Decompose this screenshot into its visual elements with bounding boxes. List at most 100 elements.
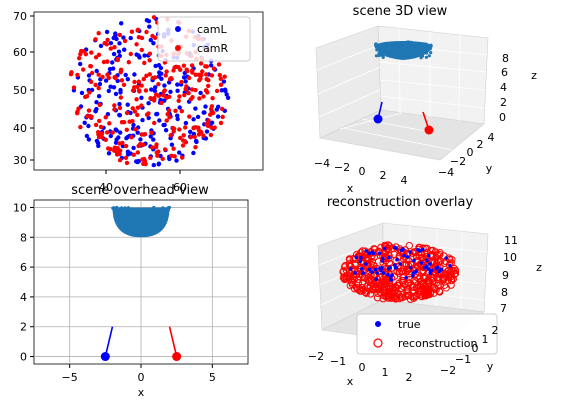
point-true bbox=[361, 271, 366, 275]
point-true bbox=[387, 255, 391, 260]
chart-title: reconstruction overlay bbox=[327, 195, 474, 210]
point-camR bbox=[101, 59, 107, 65]
point-true bbox=[411, 271, 416, 275]
point-camL bbox=[111, 51, 117, 57]
x-axis-label: x bbox=[347, 182, 354, 195]
point-reconstruction bbox=[416, 281, 424, 290]
point-camR bbox=[186, 90, 191, 96]
point-camL bbox=[224, 92, 229, 97]
point-camL bbox=[153, 85, 158, 90]
point-true bbox=[393, 266, 398, 270]
tick-label: 4 bbox=[500, 81, 507, 94]
point-camR bbox=[124, 127, 129, 132]
point-camR bbox=[144, 73, 149, 79]
scene-point bbox=[418, 53, 422, 57]
point-reconstruction bbox=[350, 275, 358, 284]
point-camL bbox=[113, 140, 119, 145]
point-camR bbox=[212, 125, 217, 130]
point-camL bbox=[79, 90, 85, 96]
panel-scene-overhead: scene overhead view 0 2 4 6 8 10 −5 0 5 x bbox=[13, 183, 249, 399]
z-axis-label: z bbox=[531, 69, 537, 82]
scene-point bbox=[381, 55, 385, 60]
point-camL bbox=[177, 150, 182, 155]
point-camR bbox=[99, 131, 105, 136]
point-reconstruction bbox=[383, 266, 391, 274]
point-camR bbox=[105, 59, 110, 64]
point-true bbox=[389, 278, 394, 282]
tick-label: 2 bbox=[477, 138, 484, 151]
tick-label: 1 bbox=[482, 333, 489, 346]
point-camL bbox=[94, 100, 99, 105]
point-camL bbox=[121, 35, 126, 40]
point-camL bbox=[114, 36, 119, 42]
point-camL bbox=[151, 41, 156, 46]
scene-point bbox=[410, 50, 414, 54]
point-camL bbox=[195, 114, 201, 120]
point-camR bbox=[77, 56, 82, 61]
tick-label: 8 bbox=[20, 231, 27, 244]
point-true bbox=[408, 265, 413, 270]
point-camL bbox=[163, 128, 169, 133]
point-camL bbox=[122, 47, 127, 52]
scene-point bbox=[157, 218, 161, 223]
tick-label: 50 bbox=[13, 84, 27, 97]
point-camR bbox=[217, 72, 222, 78]
point-reconstruction bbox=[374, 286, 382, 294]
point-camL bbox=[106, 151, 112, 156]
scene-point bbox=[127, 223, 131, 227]
point-camL bbox=[177, 105, 182, 110]
camL-marker bbox=[373, 114, 383, 124]
scene-point bbox=[155, 211, 159, 215]
camR-direction bbox=[168, 326, 178, 357]
point-camL bbox=[175, 82, 180, 87]
point-reconstruction bbox=[428, 283, 437, 291]
point-camR bbox=[117, 158, 123, 163]
point-true bbox=[404, 276, 408, 280]
point-camL bbox=[202, 110, 207, 115]
scene-point bbox=[165, 210, 169, 214]
point-reconstruction bbox=[399, 276, 407, 285]
point-reconstruction bbox=[447, 268, 455, 276]
point-camR bbox=[110, 130, 115, 135]
camR-marker bbox=[172, 352, 182, 362]
legend: camL camR bbox=[157, 16, 251, 62]
point-camR bbox=[173, 108, 178, 114]
point-camL bbox=[191, 117, 196, 122]
point-camR bbox=[136, 88, 142, 93]
point-true bbox=[381, 271, 386, 275]
point-camR bbox=[108, 46, 114, 51]
point-camR bbox=[222, 74, 227, 79]
point-camR bbox=[103, 137, 109, 142]
point-camR bbox=[139, 132, 144, 137]
point-true bbox=[374, 277, 379, 282]
tick-label: 2 bbox=[406, 371, 413, 384]
tick-label: 0 bbox=[359, 361, 366, 374]
point-true bbox=[377, 251, 382, 256]
scene-point bbox=[401, 41, 405, 45]
point-camR bbox=[164, 118, 169, 123]
point-camR bbox=[75, 109, 80, 114]
point-camL bbox=[106, 88, 112, 94]
scene-point bbox=[152, 209, 156, 213]
tick-label: −2 bbox=[334, 161, 350, 174]
legend-label: camL bbox=[197, 23, 228, 36]
point-true bbox=[394, 246, 399, 250]
point-camL bbox=[193, 106, 198, 111]
scene-point bbox=[379, 53, 383, 57]
scene-point bbox=[423, 42, 427, 46]
point-camR bbox=[165, 112, 170, 117]
tick-label: −2 bbox=[308, 350, 324, 363]
legend-marker-camR bbox=[175, 45, 181, 51]
point-camL bbox=[108, 133, 114, 139]
point-true bbox=[419, 261, 424, 265]
tick-label: 0 bbox=[359, 165, 366, 178]
point-camL bbox=[84, 133, 90, 139]
point-reconstruction bbox=[418, 260, 426, 268]
point-true bbox=[434, 266, 439, 271]
scene-point bbox=[375, 47, 379, 51]
reconstruction-points bbox=[339, 241, 460, 303]
point-camR bbox=[93, 82, 98, 88]
tick-label: 11 bbox=[504, 234, 518, 247]
point-camR bbox=[89, 70, 95, 76]
